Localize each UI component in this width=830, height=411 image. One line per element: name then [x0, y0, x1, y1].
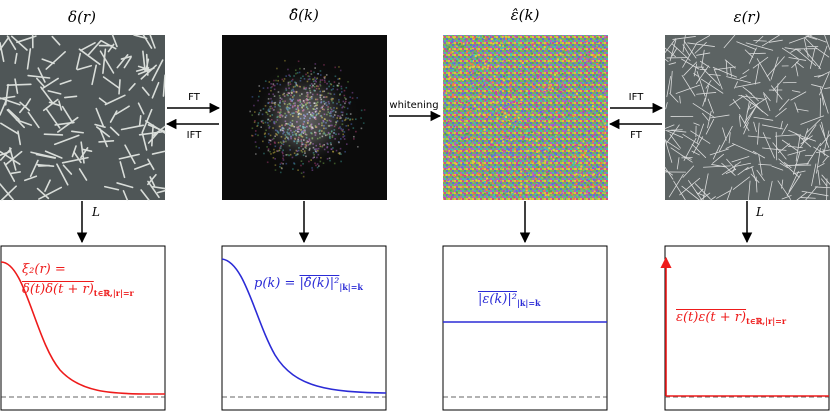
image-delta-hat-k [222, 35, 387, 200]
title-eps-r: ε(r) [733, 8, 761, 26]
formula-xi2-line1: ξ₂(r) = [22, 262, 66, 277]
plot-2 [221, 245, 387, 411]
label-ift-1: IFT [186, 130, 202, 141]
formula-xi2-sub: t∈ℝ,|r|=r [93, 288, 134, 298]
label-ft-1: FT [188, 92, 200, 103]
image-delta-r [0, 34, 166, 201]
formula-xi2-line2: δ(t)δ(t + r)t∈ℝ,|r|=r [22, 282, 134, 298]
formula-eps-k: |ε(k)|²|k|=k [478, 292, 541, 308]
formula-pk-rhs: |δ̂(k)|² [299, 276, 340, 291]
plot-3 [442, 245, 608, 411]
formula-pk: p(k) = |δ̂(k)|²|k|=k [254, 276, 363, 292]
image-eps-hat-k [443, 35, 608, 200]
plot-1 [0, 245, 166, 411]
formula-eps-k-sub: |k|=k [516, 298, 541, 308]
title-eps-hat-k: ε̂(k) [510, 6, 540, 24]
plot-2-curve [221, 258, 387, 394]
formula-pk-sub: |k|=k [339, 282, 363, 292]
label-ift-2: IFT [628, 92, 644, 103]
formula-eps-r-sub: t∈ℝ,|r|=r [746, 316, 787, 326]
plot-4 [660, 245, 830, 411]
label-ft-2: FT [630, 130, 642, 141]
formula-eps-r: ε(t)ε(t + r)t∈ℝ,|r|=r [676, 310, 786, 326]
label-whitening: whitening [389, 100, 439, 111]
formula-xi2-expr: δ(t)δ(t + r) [22, 282, 94, 297]
formula-pk-lhs: p(k) = [254, 276, 300, 291]
plot-1-curve [0, 261, 165, 395]
label-L-1: L [92, 205, 100, 219]
formula-eps-k-expr: |ε(k)|² [478, 292, 517, 307]
label-L-2: L [756, 205, 764, 219]
formula-eps-r-expr: ε(t)ε(t + r) [676, 310, 747, 325]
image-eps-r [664, 34, 830, 201]
title-delta-r: δ(r) [68, 8, 96, 26]
title-delta-hat-k: δ̂(k) [289, 6, 319, 24]
